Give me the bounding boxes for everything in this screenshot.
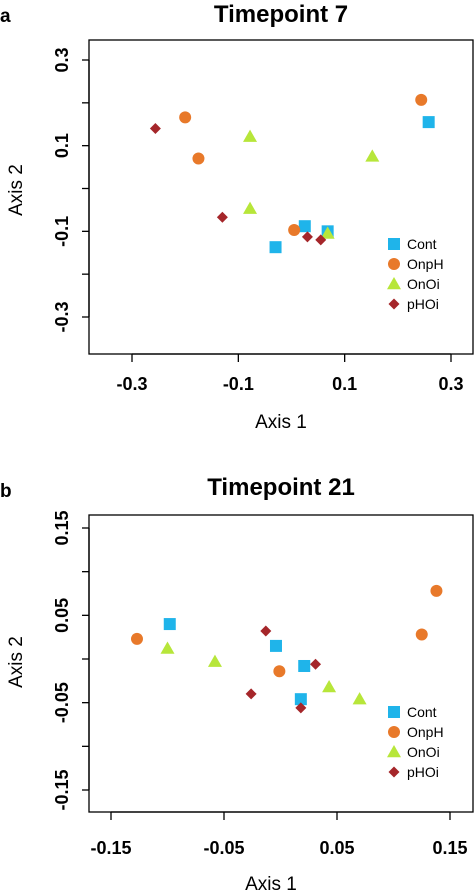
x-tick-label: 0.3 [438,374,463,394]
x-tick-label: 0.05 [319,838,354,858]
x-tick-label: -0.3 [116,374,147,394]
legend-marker-cont [388,706,400,718]
data-point-phoi [260,625,272,637]
x-tick-label: 0.1 [332,374,357,394]
panel-a-y-axis-label: Axis 2 [6,164,27,216]
panel-b-y-axis: -0.15 -0.05 0.05 0.15 [52,510,90,811]
y-tick-label: 0.3 [52,47,72,72]
data-point-onph [273,665,286,678]
data-point-onoi [160,641,175,654]
data-point-onph [430,584,443,597]
legend-label: pHOi [407,296,439,312]
panel-b-x-axis: -0.15 -0.05 0.05 0.15 [90,811,468,858]
data-point-phoi [245,688,257,700]
y-tick-label: 0.05 [52,598,72,633]
legend-label: pHOi [407,764,439,780]
data-point-onoi [320,226,335,239]
y-tick-label: -0.15 [52,769,72,810]
data-point-cont [422,116,435,129]
data-point-onph [288,224,301,237]
data-point-onph [415,628,428,641]
panel-a-x-axis: -0.3 -0.1 0.1 0.3 [116,353,464,394]
legend-label: Cont [407,704,437,720]
data-point-onph [179,111,192,124]
data-point-onph [130,632,143,645]
panel-b-points [130,584,443,714]
y-tick-label: 0.1 [52,133,72,158]
data-point-phoi [310,658,322,670]
legend-label: OnOi [407,276,440,292]
legend-marker-onoi [387,745,401,758]
x-tick-label: -0.1 [223,374,254,394]
data-point-cont [163,618,176,631]
legend-marker-onph [388,726,400,738]
data-point-onoi [322,679,337,693]
y-tick-label: 0.15 [52,510,72,545]
y-tick-label: -0.05 [52,682,72,723]
panel-b-x-axis-label: Axis 1 [245,874,297,895]
panel-a-title: Timepoint 7 [214,1,348,28]
data-point-phoi [216,211,228,223]
x-tick-label: -0.05 [203,838,244,858]
legend-label: OnOi [407,744,440,760]
data-point-onoi [243,129,258,142]
data-point-onoi [365,149,380,162]
panel-b-title: Timepoint 21 [207,474,355,501]
data-point-onph [415,93,428,106]
data-point-cont [298,659,311,672]
legend-label: OnpH [407,724,444,740]
legend-label: Cont [407,236,437,252]
panel-b-legend: Cont OnpH OnOi pHOi [387,704,444,780]
data-point-onoi [207,654,222,667]
data-point-phoi [295,702,307,714]
y-tick-label: -0.1 [52,216,72,247]
panel-a-y-axis: -0.3 -0.1 0.1 0.3 [52,47,90,333]
x-tick-label: 0.15 [432,838,467,858]
legend-marker-cont [388,238,400,250]
data-point-onoi [243,201,258,214]
legend-marker-phoi [388,298,400,310]
data-point-cont [269,241,282,254]
legend-marker-onph [388,258,400,270]
data-point-phoi [301,231,313,243]
panel-b-letter: b [0,481,12,502]
x-tick-label: -0.15 [90,838,131,858]
data-point-onoi [352,692,367,705]
legend-label: OnpH [407,256,444,272]
data-point-phoi [149,123,161,135]
panel-a: a Timepoint 7 -0.3 -0.1 0.1 0.3 -0.3 -0.1 0.1… [0,1,474,433]
panel-a-x-axis-label: Axis 1 [255,412,307,433]
data-point-cont [298,220,311,233]
panel-a-legend: Cont OnpH OnOi pHOi [387,236,444,312]
data-point-cont [294,693,307,706]
panel-a-letter: a [0,6,11,27]
data-point-onph [192,152,205,165]
y-tick-label: -0.3 [52,301,72,332]
panel-a-points [149,93,435,254]
legend-marker-onoi [387,277,401,290]
panel-b-y-axis-label: Axis 2 [6,636,27,688]
data-point-cont [269,639,282,652]
data-point-phoi [315,234,327,246]
panel-b: b Timepoint 21 -0.15-0.050.050.15 -0.15-… [0,474,474,895]
legend-marker-phoi [388,766,400,778]
